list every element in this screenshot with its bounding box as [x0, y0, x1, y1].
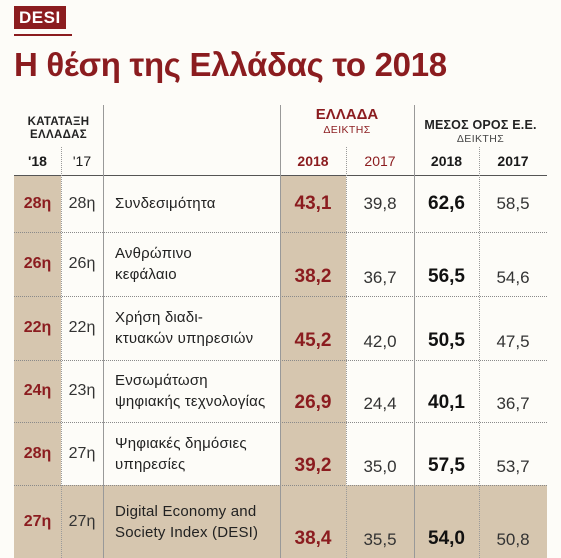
greece-2017-value: 36,7 — [363, 268, 397, 287]
eu-2017-value: 54,6 — [496, 268, 530, 287]
greece-2018-header: 2018 — [297, 153, 329, 169]
eu-2018-header: 2018 — [430, 153, 463, 169]
eu-2017-value: 36,7 — [496, 394, 530, 413]
eu-2018-value: 54,0 — [428, 528, 465, 549]
indicator-label: Χρήση διαδι- κτυακών υπηρεσιών — [115, 309, 254, 347]
rank-2018-cell: 28η — [23, 194, 52, 212]
indicator-label: Ανθρώπινο κεφάλαιο — [115, 245, 192, 283]
indicator-label: Συνδεσιμότητα — [115, 195, 216, 212]
column-divider — [280, 105, 281, 558]
page-title: Η θέση της Ελλάδας το 2018 — [14, 46, 447, 83]
greece-2017-value: 39,8 — [363, 193, 397, 213]
section-tag: DESI — [14, 6, 66, 29]
eu-2017-value: 47,5 — [496, 332, 530, 351]
greece-2017-header: 2017 — [364, 153, 396, 169]
indicator-label: Ψηφιακές δημόσιες υπηρεσίες — [115, 434, 247, 473]
eu-2017-value: 58,5 — [496, 193, 530, 213]
eu-average-header: ΜΕΣΟΣ ΟΡΟΣ Ε.Ε. — [424, 118, 537, 132]
rank-2018-header: '18 — [28, 153, 47, 169]
indicator-label: Digital Economy and Society Index (DESI) — [115, 502, 259, 541]
greece-2018-value: 45,2 — [294, 330, 332, 351]
rank-2017-cell: 28η — [68, 194, 96, 212]
column-divider — [414, 105, 415, 558]
greece-2018-value: 38,4 — [294, 528, 332, 549]
rank-2017-header: '17 — [72, 153, 92, 169]
greece-2018-value: 26,9 — [294, 392, 332, 413]
tag-underline — [14, 34, 72, 36]
eu-2018-value: 56,5 — [428, 266, 465, 287]
ranking-header: ΚΑΤΑΤΑΞΗ ΕΛΛΑΔΑΣ — [27, 116, 90, 141]
eu-2018-value: 50,5 — [428, 330, 465, 351]
greece-index-subheader: ΔΕΙΚΤΗΣ — [323, 124, 371, 136]
rank-2018-cell: 28η — [23, 444, 52, 462]
rank-2017-cell: 22η — [68, 319, 96, 336]
rank-2018-cell: 27η — [23, 512, 52, 530]
eu-2018-value: 40,1 — [428, 392, 465, 413]
column-divider — [61, 147, 62, 558]
greece-2017-value: 35,5 — [363, 530, 397, 549]
eu-index-subheader: ΔΕΙΚΤΗΣ — [456, 133, 505, 145]
rank-2017-cell: 27η — [68, 512, 96, 530]
eu-2018-value: 62,6 — [428, 192, 465, 214]
rank-2018-cell: 22η — [23, 319, 52, 336]
greece-2018-value: 39,2 — [294, 455, 332, 476]
rank-2017-cell: 26η — [68, 255, 96, 272]
eu-2017-value: 50,8 — [496, 530, 530, 549]
greece-2017-value: 24,4 — [363, 394, 397, 413]
greece-2017-value: 42,0 — [363, 332, 397, 351]
greece-header: ΕΛΛΑΔΑ — [315, 106, 379, 123]
column-divider — [346, 147, 347, 558]
greece-2018-value: 38,2 — [294, 266, 332, 287]
rank-2018-cell: 26η — [23, 255, 52, 272]
eu-2017-value: 53,7 — [496, 457, 530, 476]
eu-2018-value: 57,5 — [428, 455, 465, 476]
greece-2018-value: 43,1 — [294, 192, 332, 214]
greece-2017-value: 35,0 — [363, 457, 397, 476]
column-divider — [103, 105, 104, 558]
rank-2017-cell: 23η — [68, 382, 96, 399]
indicator-label: Ενσωμάτωση ψηφιακής τεχνολογίας — [115, 372, 266, 410]
rank-2017-cell: 27η — [68, 444, 96, 462]
column-divider — [479, 147, 480, 558]
eu-2017-header: 2017 — [497, 153, 529, 169]
rank-2018-cell: 24η — [23, 382, 52, 399]
